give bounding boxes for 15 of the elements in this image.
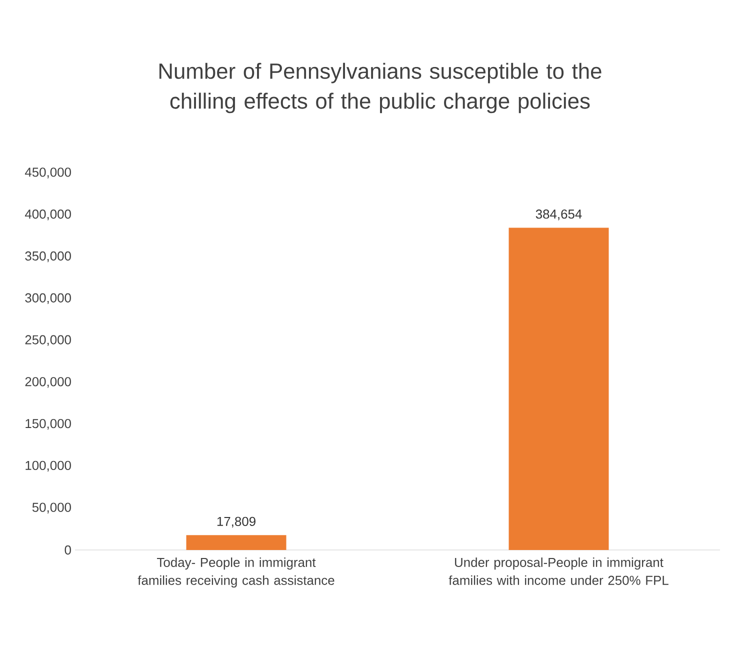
chart-title: Number of Pennsylvanians susceptible to the chilling effects of the public charge policies (159, 62, 602, 114)
x-tick-label: Under proposal-People in immigrant families with income under 250% FPL (448, 558, 668, 585)
y-tick-label: 250,000 (25, 335, 71, 346)
y-tick-label: 0 (64, 545, 71, 555)
y-tick-label: 450,000 (24, 168, 71, 178)
x-tick-label: Today- People in immigrant families receiving cash assistance (138, 558, 334, 588)
y-tick-label: 200,000 (25, 377, 71, 388)
data-label: 384,654 (536, 210, 582, 220)
y-tick-label: 100,000 (26, 460, 71, 472)
y-tick-label: 150,000 (26, 418, 71, 430)
y-tick-label: 350,000 (25, 251, 71, 262)
y-tick-label: 400,000 (24, 210, 71, 220)
y-tick-label: 50,000 (32, 502, 71, 514)
y-tick-label: 300,000 (25, 293, 71, 304)
data-label: 17,809 (217, 516, 256, 528)
